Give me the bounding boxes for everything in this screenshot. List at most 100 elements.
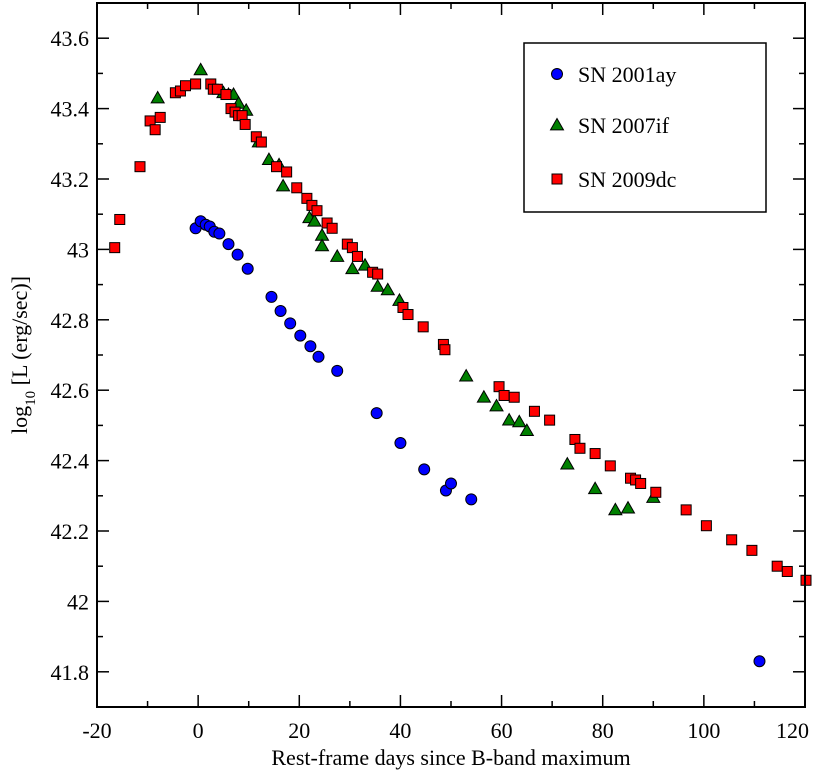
x-tick-label: 40 <box>389 718 411 743</box>
data-point <box>753 655 766 668</box>
data-point <box>700 520 712 532</box>
data-point <box>781 565 793 577</box>
y-tick-label: 41.8 <box>51 660 90 685</box>
data-point <box>180 80 191 92</box>
data-point <box>134 161 146 173</box>
data-point <box>271 161 283 173</box>
data-point <box>417 321 429 333</box>
data-point <box>294 329 307 342</box>
data-point <box>312 350 325 363</box>
data-point <box>275 178 291 192</box>
data-point <box>574 442 586 454</box>
data-point <box>326 222 338 234</box>
data-point <box>314 238 330 252</box>
y-tick-label: 42.6 <box>51 378 90 403</box>
y-tick-label: 43.2 <box>51 167 90 192</box>
data-point <box>329 248 345 262</box>
data-point <box>544 414 556 426</box>
data-point <box>307 213 322 227</box>
data-point <box>508 391 520 403</box>
y-tick-label: 43 <box>67 237 89 262</box>
legend-marker <box>551 68 563 80</box>
series-sn-2001ay <box>189 215 766 668</box>
plot-frame <box>96 2 806 708</box>
x-axis-label: Rest-frame days since B-band maximum <box>271 745 630 770</box>
legend: SN 2001ay SN 2007if SN 2009dc <box>523 42 767 213</box>
x-tick-label: -20 <box>82 718 111 743</box>
data-point <box>489 398 504 412</box>
data-point <box>345 261 360 275</box>
data-point <box>370 407 383 420</box>
data-point <box>274 305 287 317</box>
data-point <box>220 89 232 101</box>
data-point <box>635 477 647 489</box>
data-point <box>650 486 662 498</box>
data-point <box>311 205 323 217</box>
data-point <box>281 166 293 178</box>
data-point <box>394 437 407 449</box>
data-point <box>150 90 166 104</box>
data-point <box>498 389 510 401</box>
x-tick-label: 20 <box>288 718 310 743</box>
data-point <box>351 250 363 262</box>
data-points <box>109 62 812 668</box>
data-point <box>511 414 527 428</box>
x-tick-label: 120 <box>776 718 809 743</box>
data-point <box>458 368 474 382</box>
data-point <box>519 423 535 437</box>
legend-label: SN 2001ay <box>578 62 676 87</box>
y-axis-label: log10 [L (erg/sec)] <box>7 276 39 434</box>
data-point <box>193 62 209 76</box>
data-point <box>587 481 603 495</box>
y-tick-label: 43.4 <box>51 97 90 122</box>
data-point <box>255 136 267 148</box>
y-tick-label: 43.6 <box>51 26 90 51</box>
legend-label: SN 2007if <box>578 113 670 138</box>
legend-marker <box>549 117 565 131</box>
x-tick-label: 60 <box>491 718 513 743</box>
data-point <box>154 111 166 123</box>
x-tick-label: 100 <box>687 718 720 743</box>
data-point <box>476 389 492 403</box>
series-sn-2009dc <box>109 78 812 586</box>
data-point <box>746 544 758 556</box>
data-point <box>418 463 431 476</box>
legend-marker <box>551 173 563 185</box>
data-point <box>726 534 738 546</box>
data-point <box>213 227 226 240</box>
y-tick-label: 42 <box>67 589 89 614</box>
data-point <box>620 500 636 514</box>
legend-box <box>523 42 767 213</box>
data-point <box>114 213 126 225</box>
data-point <box>402 309 414 321</box>
data-point <box>607 502 623 516</box>
legend-label: SN 2009dc <box>578 167 677 192</box>
data-point <box>284 317 297 330</box>
data-point <box>190 78 202 90</box>
x-tick-label: 80 <box>592 718 614 743</box>
data-point <box>239 118 251 130</box>
y-tick-label: 42.8 <box>51 308 90 333</box>
x-tick-label: 0 <box>193 718 204 743</box>
data-point <box>149 124 161 136</box>
data-point <box>331 364 344 377</box>
data-point <box>501 412 517 426</box>
data-point <box>372 268 384 280</box>
y-tick-label: 42.2 <box>51 519 90 544</box>
data-point <box>231 248 244 261</box>
data-point <box>528 405 540 417</box>
data-point <box>109 242 121 254</box>
data-point <box>604 460 616 472</box>
tick-labels: -20 0 20 40 60 80 100 120 41.8 42 42.2 42.4 42.6 42.8… <box>51 26 810 743</box>
data-point <box>222 238 235 251</box>
data-point <box>304 340 317 353</box>
data-point <box>380 282 396 296</box>
data-point <box>589 448 601 460</box>
data-point <box>680 504 692 516</box>
y-tick-label: 42.4 <box>51 449 90 474</box>
data-point <box>370 278 386 292</box>
data-point <box>291 182 303 194</box>
data-point <box>265 290 278 303</box>
data-point <box>465 493 478 506</box>
